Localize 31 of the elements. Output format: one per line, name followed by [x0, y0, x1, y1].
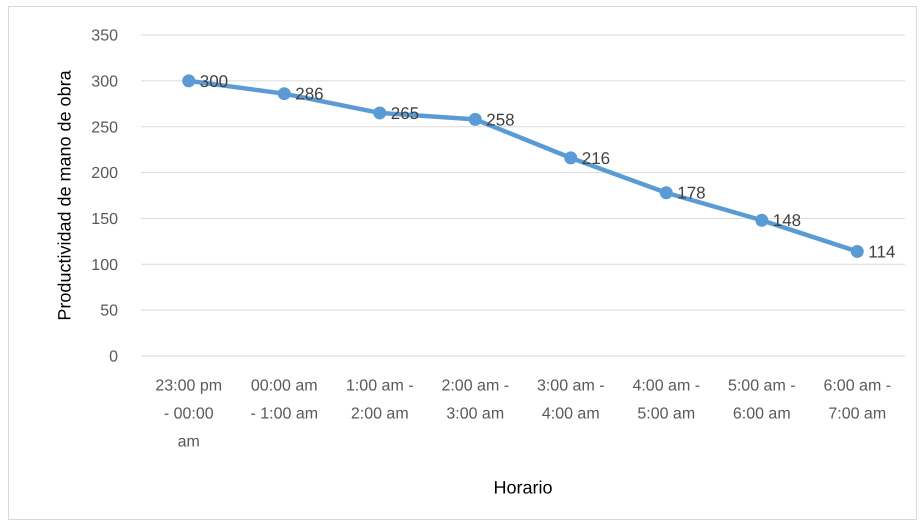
point — [850, 244, 864, 258]
y-axis-title: Productividad de mano de obra — [54, 69, 74, 321]
data-label: 258 — [486, 110, 515, 130]
x-tick-label: 5:00 am - 6:00 am — [728, 378, 796, 423]
x-tick-label: 6:00 am - 7:00 am — [823, 378, 892, 423]
x-tick-label: 2:00 am - 3:00 am — [441, 378, 510, 423]
point — [182, 74, 196, 88]
y-tick-label: 0 — [109, 348, 118, 366]
point — [468, 112, 482, 126]
y-tick-label: 350 — [91, 28, 118, 45]
point — [278, 87, 291, 100]
point — [373, 106, 386, 120]
data-label: 178 — [677, 184, 706, 203]
x-tick-label: 1:00 am - 2:00 am — [346, 378, 414, 423]
data-label: 216 — [582, 148, 610, 168]
x-tick-label: 00:00 am - 1:00 am — [250, 378, 318, 423]
y-tick-label: 200 — [91, 165, 118, 182]
data-label: 148 — [772, 211, 802, 230]
x-tick-label: 3:00 am - 4:00 am — [536, 378, 605, 423]
x-tick-label: 4:00 am - 5:00 am — [632, 378, 700, 423]
x-axis-title: Horario — [493, 477, 553, 498]
y-tick-label: 250 — [91, 119, 118, 136]
x-tick-label: 23:00 pm - 00:00 am — [155, 378, 222, 451]
y-tick-label: 50 — [100, 302, 118, 320]
point — [755, 214, 768, 227]
y-tick-label: 150 — [91, 211, 118, 228]
y-tick-label: 300 — [91, 73, 118, 90]
point — [564, 151, 578, 164]
point — [660, 186, 673, 200]
y-tick-label: 100 — [91, 256, 118, 274]
data-label: 114 — [868, 242, 896, 262]
